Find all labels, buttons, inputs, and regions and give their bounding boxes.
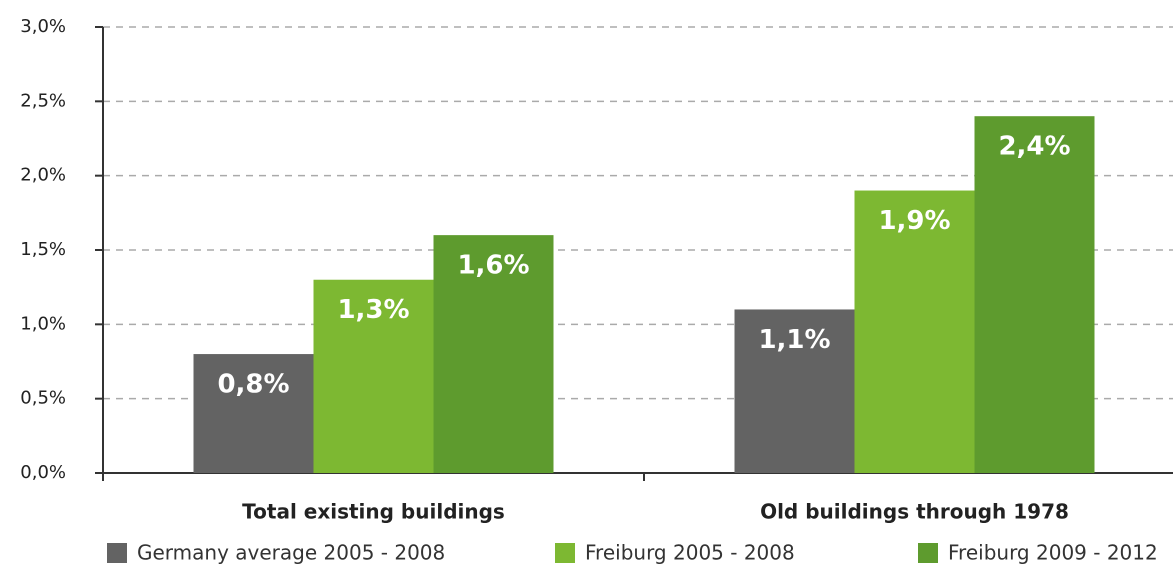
x-tick-label: Total existing buildings bbox=[242, 500, 505, 524]
legend-swatch bbox=[918, 543, 938, 563]
y-tick-label: 1,5% bbox=[20, 239, 66, 260]
x-tick-label: Old buildings through 1978 bbox=[760, 500, 1069, 524]
value-label: 1,3% bbox=[337, 295, 409, 325]
bar bbox=[974, 116, 1095, 473]
value-label: 1,6% bbox=[457, 251, 529, 281]
value-label: 0,8% bbox=[217, 370, 289, 400]
value-label: 1,1% bbox=[758, 325, 830, 355]
bar bbox=[734, 309, 855, 473]
y-tick-label: 2,5% bbox=[20, 90, 66, 111]
bar bbox=[313, 279, 434, 473]
value-label: 1,9% bbox=[878, 206, 950, 236]
legend-label: Freiburg 2005 - 2008 bbox=[585, 541, 795, 565]
value-label: 2,4% bbox=[998, 132, 1070, 162]
legend-swatch bbox=[555, 543, 575, 563]
y-tick-label: 0,5% bbox=[20, 388, 66, 409]
bar bbox=[433, 235, 554, 473]
y-tick-label: 3,0% bbox=[20, 16, 66, 37]
legend-label: Germany average 2005 - 2008 bbox=[137, 541, 445, 565]
legend-label: Freiburg 2009 - 2012 bbox=[948, 541, 1158, 565]
legend-swatch bbox=[107, 543, 127, 563]
y-tick-label: 1,0% bbox=[20, 313, 66, 334]
bar bbox=[854, 190, 975, 474]
y-tick-label: 0,0% bbox=[20, 462, 66, 483]
y-tick-label: 2,0% bbox=[20, 165, 66, 186]
bar bbox=[193, 354, 314, 473]
